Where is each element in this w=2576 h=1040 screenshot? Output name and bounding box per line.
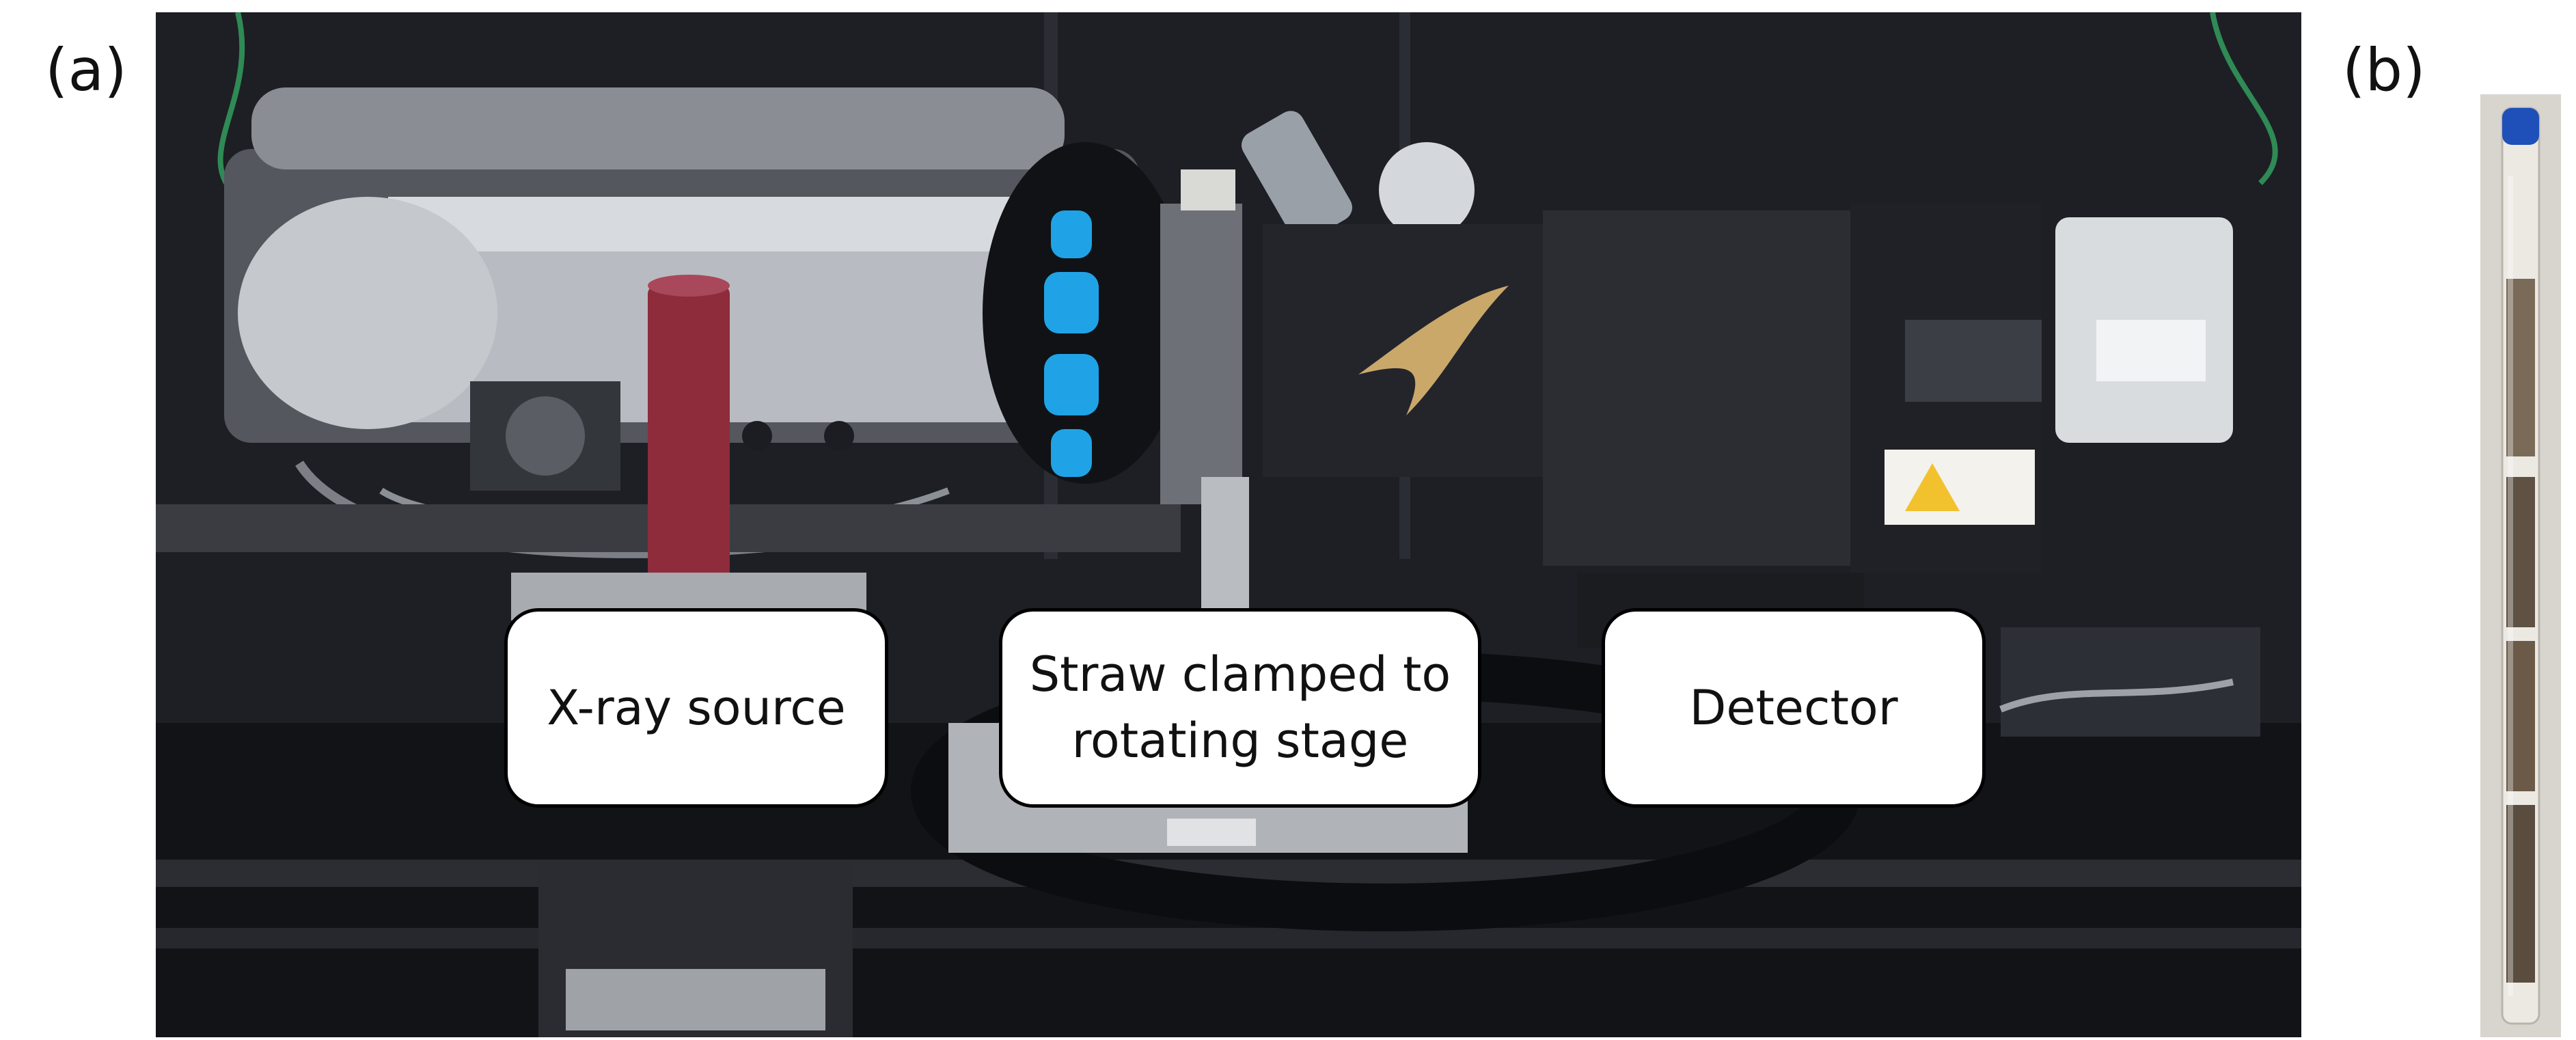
detector-callout: Detector: [1602, 608, 1986, 808]
sample-straw-photo: [2480, 94, 2561, 1037]
collimator: [983, 142, 1188, 484]
panel-label-b: (b): [2342, 36, 2426, 105]
xray-source-callout: X-ray source: [504, 608, 888, 808]
straw-cap: [2502, 108, 2539, 145]
xray-ct-setup-photo: X-ray source Straw clamped to rotating s…: [156, 12, 2301, 1037]
panel-label-a: (a): [45, 36, 127, 105]
microscope-optics: [1242, 111, 1475, 242]
straw-stage-callout: Straw clamped to rotating stage: [999, 608, 1481, 808]
xray-ct-setup-illustration: [156, 12, 2301, 1037]
sample-straw-illustration: [2480, 94, 2561, 1037]
